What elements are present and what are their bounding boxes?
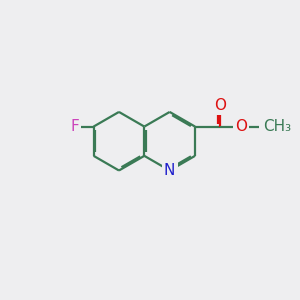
Text: O: O (214, 98, 226, 113)
Text: F: F (70, 119, 79, 134)
Text: N: N (164, 163, 176, 178)
Text: CH₃: CH₃ (263, 119, 291, 134)
Text: O: O (235, 119, 247, 134)
